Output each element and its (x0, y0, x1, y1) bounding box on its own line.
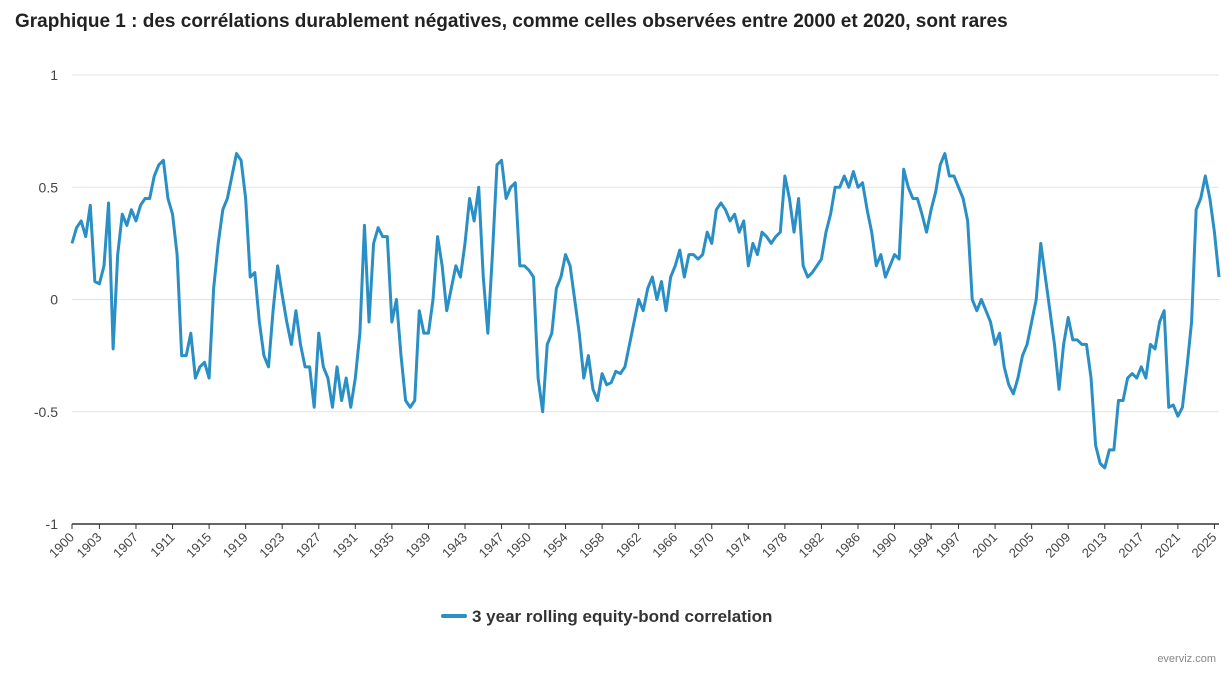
x-tick-label: 2021 (1152, 530, 1183, 561)
x-tick-label: 1919 (220, 530, 251, 561)
x-tick-label: 1958 (576, 530, 607, 561)
x-tick-label: 1962 (613, 530, 644, 561)
x-tick-label: 2009 (1042, 530, 1073, 561)
x-tick-label: 1939 (403, 530, 434, 561)
x-tick-label: 1954 (540, 530, 571, 561)
x-tick-label: 1997 (933, 530, 964, 561)
y-tick-label: 1 (50, 67, 58, 83)
legend-label: 3 year rolling equity-bond correlation (472, 607, 772, 626)
x-tick-label: 2013 (1079, 530, 1110, 561)
x-tick-label: 1950 (503, 530, 534, 561)
x-tick-label: 1935 (366, 530, 397, 561)
x-tick-label: 1900 (46, 530, 77, 561)
x-tick-label: 2001 (969, 530, 1000, 561)
x-tick-label: 1927 (293, 530, 324, 561)
x-tick-label: 1974 (722, 530, 753, 561)
x-tick-label: 1970 (686, 530, 717, 561)
x-tick-label: 1907 (110, 530, 141, 561)
x-tick-label: 1986 (832, 530, 863, 561)
x-tick-label: 1931 (329, 530, 360, 561)
x-tick-label: 1943 (439, 530, 470, 561)
data-line (70, 152, 1221, 470)
credit: everviz.com (1157, 653, 1216, 665)
x-tick-label: 1994 (905, 530, 936, 561)
y-tick-label: 0 (50, 292, 58, 308)
y-tick-label: -1 (46, 516, 59, 532)
x-tick-label: 1903 (73, 530, 104, 561)
x-tick-label: 1990 (869, 530, 900, 561)
x-tick-label: 1947 (476, 530, 507, 561)
x-tick-label: 1911 (147, 530, 177, 560)
x-tick-label: 1982 (795, 530, 826, 561)
x-tick-label: 1966 (649, 530, 680, 561)
x-tick-label: 1978 (759, 530, 790, 561)
x-tick-label: 1915 (183, 530, 214, 561)
x-tick-label: 2017 (1115, 530, 1146, 561)
y-tick-label: -0.5 (34, 404, 58, 420)
legend-item: 3 year rolling equity-bond correlation (441, 607, 772, 626)
y-tick-label: 0.5 (39, 179, 59, 195)
x-tick-label: 2025 (1188, 530, 1219, 561)
chart-title: Graphique 1 : des corrélations durableme… (15, 11, 1008, 32)
x-tick-label: 1923 (256, 530, 287, 561)
x-tick-label: 2005 (1006, 530, 1037, 561)
